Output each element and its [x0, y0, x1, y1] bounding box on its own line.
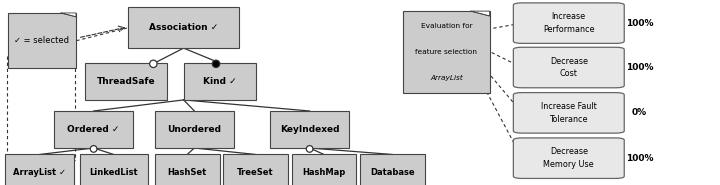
- Text: Increase Fault: Increase Fault: [541, 102, 597, 111]
- Ellipse shape: [306, 146, 313, 152]
- Text: 100%: 100%: [626, 154, 653, 163]
- FancyBboxPatch shape: [184, 63, 256, 100]
- Text: ThreadSafe: ThreadSafe: [96, 77, 156, 86]
- FancyBboxPatch shape: [513, 47, 624, 88]
- Text: ✓ = selected: ✓ = selected: [14, 36, 69, 45]
- FancyBboxPatch shape: [270, 111, 349, 148]
- FancyBboxPatch shape: [513, 3, 624, 43]
- Text: Cost: Cost: [560, 69, 577, 78]
- FancyBboxPatch shape: [360, 154, 425, 185]
- FancyBboxPatch shape: [79, 154, 148, 185]
- Text: Performance: Performance: [543, 25, 595, 34]
- Text: Decrease: Decrease: [550, 57, 588, 66]
- FancyBboxPatch shape: [155, 111, 234, 148]
- FancyBboxPatch shape: [513, 138, 624, 178]
- Text: Increase: Increase: [552, 12, 586, 21]
- Text: Database: Database: [370, 168, 415, 176]
- Text: KeyIndexed: KeyIndexed: [280, 125, 339, 134]
- Text: ArrayList: ArrayList: [430, 75, 463, 81]
- Polygon shape: [471, 11, 490, 16]
- Text: Decrease: Decrease: [550, 147, 588, 156]
- FancyBboxPatch shape: [513, 93, 624, 133]
- FancyBboxPatch shape: [292, 154, 356, 185]
- Text: HashSet: HashSet: [168, 168, 207, 176]
- Ellipse shape: [150, 60, 157, 68]
- Text: Memory Use: Memory Use: [544, 160, 594, 169]
- Text: Tolerance: Tolerance: [549, 115, 588, 124]
- Polygon shape: [61, 13, 76, 17]
- Text: HashMap: HashMap: [302, 168, 346, 176]
- FancyBboxPatch shape: [155, 154, 220, 185]
- FancyBboxPatch shape: [6, 154, 74, 185]
- FancyBboxPatch shape: [403, 11, 490, 92]
- Text: Unordered: Unordered: [167, 125, 222, 134]
- Text: 100%: 100%: [626, 19, 653, 28]
- Text: Association ✓: Association ✓: [149, 23, 218, 32]
- Text: 0%: 0%: [631, 108, 647, 117]
- FancyBboxPatch shape: [8, 13, 76, 68]
- Text: Evaluation for: Evaluation for: [420, 23, 472, 29]
- Text: LinkedList: LinkedList: [89, 168, 138, 176]
- FancyBboxPatch shape: [223, 154, 288, 185]
- Text: Kind ✓: Kind ✓: [203, 77, 236, 86]
- FancyBboxPatch shape: [54, 111, 133, 148]
- FancyBboxPatch shape: [128, 7, 239, 48]
- FancyBboxPatch shape: [85, 63, 167, 100]
- Ellipse shape: [90, 146, 97, 152]
- Text: 100%: 100%: [626, 63, 653, 72]
- Ellipse shape: [212, 60, 220, 68]
- Text: Ordered ✓: Ordered ✓: [68, 125, 120, 134]
- Text: TreeSet: TreeSet: [238, 168, 274, 176]
- Text: feature selection: feature selection: [415, 49, 477, 55]
- Text: ArrayList ✓: ArrayList ✓: [13, 168, 66, 176]
